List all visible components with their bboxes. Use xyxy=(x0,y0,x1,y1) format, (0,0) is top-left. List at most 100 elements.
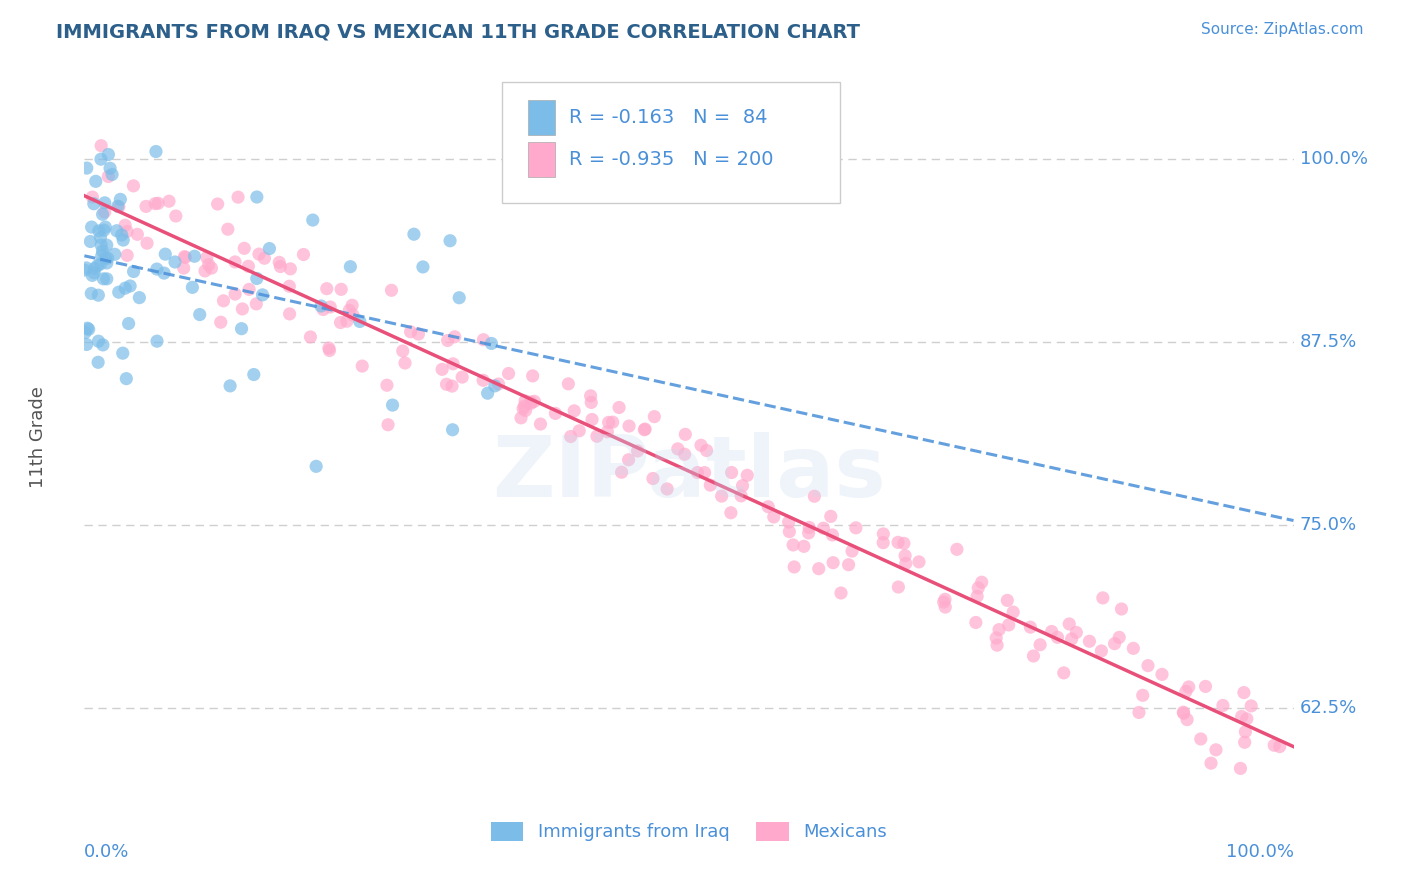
Point xyxy=(114,219,136,233)
Point xyxy=(94,251,117,265)
Point xyxy=(1233,735,1256,749)
Point xyxy=(76,337,98,351)
Point xyxy=(872,527,894,541)
Point xyxy=(908,555,931,569)
Point xyxy=(1230,709,1253,723)
Point xyxy=(544,406,567,420)
Point xyxy=(339,260,361,274)
Point xyxy=(887,535,910,549)
Point xyxy=(157,194,180,209)
Point xyxy=(799,520,821,534)
Point xyxy=(104,247,127,261)
Point xyxy=(247,247,270,261)
Point xyxy=(841,544,863,558)
Point xyxy=(946,542,969,557)
Point xyxy=(986,631,1008,645)
Point xyxy=(512,401,534,416)
Point xyxy=(934,592,956,607)
Point xyxy=(75,326,97,340)
Point xyxy=(823,556,845,570)
Point xyxy=(872,535,894,549)
Point xyxy=(481,336,503,351)
Point xyxy=(797,525,820,540)
Point xyxy=(349,314,371,328)
Point xyxy=(579,389,602,403)
Point xyxy=(1002,605,1025,619)
Point xyxy=(1078,634,1101,648)
Point xyxy=(1199,756,1222,771)
Point xyxy=(252,288,274,302)
Point xyxy=(93,272,115,286)
Point xyxy=(602,415,624,429)
Text: 87.5%: 87.5% xyxy=(1299,333,1357,351)
Point xyxy=(75,260,97,275)
Point xyxy=(1057,617,1080,632)
Point xyxy=(197,258,219,272)
Point xyxy=(253,251,276,265)
Point xyxy=(488,377,510,392)
Point xyxy=(146,262,169,277)
Text: 75.0%: 75.0% xyxy=(1299,516,1357,533)
Point xyxy=(762,510,785,524)
Point xyxy=(986,638,1008,652)
Point xyxy=(87,334,110,349)
Point xyxy=(894,549,917,563)
Point xyxy=(391,343,413,358)
Point xyxy=(381,398,404,412)
Point xyxy=(643,409,665,424)
Point xyxy=(93,223,115,237)
Point xyxy=(1150,667,1173,681)
Point xyxy=(970,575,993,590)
Point xyxy=(887,580,910,594)
Point xyxy=(79,235,101,249)
Point xyxy=(793,539,815,553)
Point xyxy=(498,367,520,381)
Point xyxy=(617,419,640,434)
Point xyxy=(1234,724,1257,739)
Point xyxy=(83,266,105,280)
Point xyxy=(731,478,754,492)
Point xyxy=(1233,685,1256,699)
FancyBboxPatch shape xyxy=(529,142,555,177)
Point xyxy=(93,205,115,219)
Point xyxy=(1229,761,1251,775)
Point xyxy=(932,595,955,609)
Point xyxy=(146,196,169,211)
Point xyxy=(522,368,544,383)
Point xyxy=(231,321,253,335)
Point xyxy=(336,314,359,328)
Point xyxy=(115,224,138,238)
Point xyxy=(568,424,591,438)
Point xyxy=(830,586,852,600)
Point xyxy=(449,291,471,305)
Point xyxy=(217,222,239,236)
Point xyxy=(838,558,860,572)
Point xyxy=(778,524,800,539)
Point xyxy=(84,174,107,188)
Text: R = -0.163   N =  84: R = -0.163 N = 84 xyxy=(569,108,768,127)
Point xyxy=(1022,648,1045,663)
Point xyxy=(80,286,103,301)
Point xyxy=(342,308,364,322)
Point xyxy=(845,521,868,535)
Point xyxy=(520,396,543,410)
Point xyxy=(1108,631,1130,645)
Point xyxy=(136,236,159,251)
Point xyxy=(120,279,142,293)
Point xyxy=(91,207,114,221)
Point xyxy=(655,482,678,496)
Point xyxy=(693,466,716,480)
Point xyxy=(165,209,187,223)
Text: Source: ZipAtlas.com: Source: ZipAtlas.com xyxy=(1201,22,1364,37)
Point xyxy=(1174,684,1197,698)
Point xyxy=(441,379,464,393)
Point xyxy=(96,256,118,270)
Point xyxy=(967,581,990,595)
Point xyxy=(472,333,495,347)
Point xyxy=(299,330,322,344)
Point xyxy=(97,251,120,265)
Point xyxy=(153,266,176,280)
Point xyxy=(163,255,186,269)
Point xyxy=(523,394,546,409)
Point xyxy=(352,359,374,373)
